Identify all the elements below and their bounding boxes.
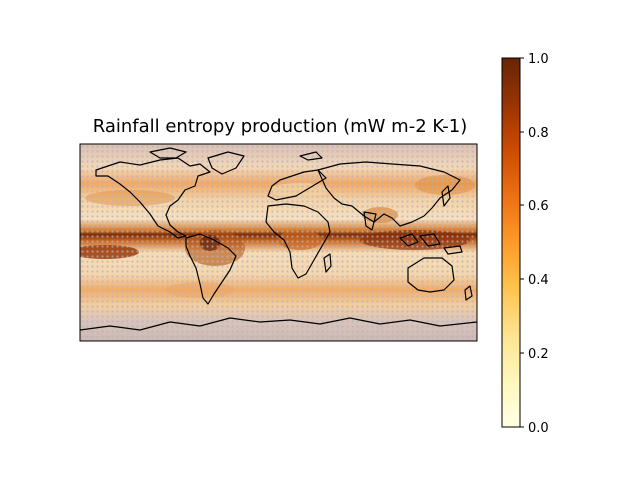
coastlines bbox=[80, 147, 477, 331]
map-frame bbox=[79, 143, 478, 342]
colorbar-ticks bbox=[520, 57, 524, 428]
map-panel bbox=[80, 144, 477, 341]
colorbar-tick-label: 0.8 bbox=[528, 126, 549, 141]
colorbar-tick-label: 0.4 bbox=[528, 273, 549, 288]
colorbar-ramp bbox=[502, 58, 520, 427]
plot-title: Rainfall entropy production (mW m-2 K-1) bbox=[92, 116, 468, 137]
colorbar-frame bbox=[501, 57, 521, 428]
stippling bbox=[80, 144, 477, 341]
colorbar-tick-label: 0.0 bbox=[528, 421, 549, 436]
colorbar-tick-label: 1.0 bbox=[528, 52, 549, 67]
colorbar-tick-label: 0.6 bbox=[528, 199, 549, 214]
colorbar-tick-label: 0.2 bbox=[528, 347, 549, 362]
colorbar: 1.0 0.8 0.6 0.4 0.2 0.0 bbox=[501, 52, 549, 436]
